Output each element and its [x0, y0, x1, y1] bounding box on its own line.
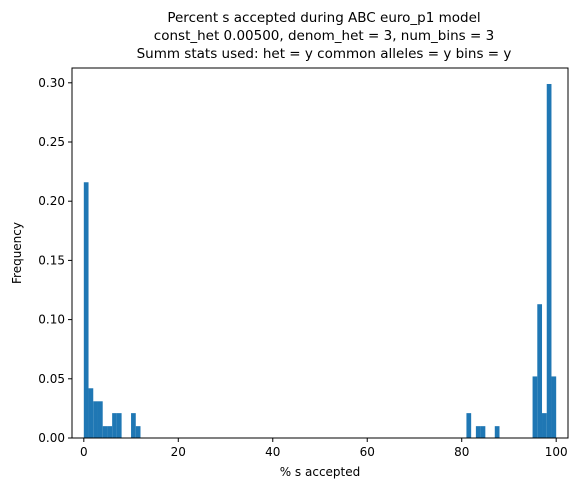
histogram-bar-1 [88, 388, 94, 438]
y-axis-label: Frequency [10, 222, 24, 284]
y-axis: 0.00 0.05 0.10 0.15 0.20 0.25 0.30 [38, 76, 72, 445]
x-tick-label: 40 [265, 445, 280, 459]
histogram-bar-15 [537, 304, 543, 438]
histogram-bar-2 [93, 401, 98, 438]
x-tick-label: 80 [454, 445, 469, 459]
histogram-bar-18 [551, 376, 557, 438]
x-tick-label: 0 [80, 445, 88, 459]
x-tick-label: 100 [545, 445, 568, 459]
histogram-bar-13 [494, 426, 500, 438]
histogram-bar-4 [102, 426, 108, 438]
chart-title: Percent s accepted during ABC euro_p1 mo… [137, 10, 512, 62]
histogram-bar-8 [131, 413, 136, 438]
histogram-bars [83, 83, 557, 438]
y-tick-label: 0.00 [38, 431, 65, 445]
histogram-bar-3 [97, 401, 103, 438]
chart-title-line-1: Percent s accepted during ABC euro_p1 mo… [167, 10, 480, 26]
histogram-bar-12 [480, 426, 486, 438]
histogram-bar-5 [107, 426, 113, 438]
chart-title-line-3: Summ stats used: het = y common alleles … [137, 46, 512, 62]
histogram-bar-14 [532, 376, 538, 438]
y-tick-label: 0.05 [38, 372, 65, 386]
x-tick-label: 60 [360, 445, 375, 459]
histogram-bar-0 [83, 182, 89, 438]
x-axis: 0 20 40 60 80 100 [80, 438, 568, 459]
histogram-bar-17 [546, 83, 552, 438]
y-tick-label: 0.15 [38, 253, 65, 267]
x-axis-label: % s accepted [280, 465, 361, 479]
histogram-bar-6 [112, 413, 117, 438]
y-tick-label: 0.20 [38, 194, 65, 208]
y-tick-label: 0.10 [38, 313, 65, 327]
histogram-bar-10 [466, 413, 472, 438]
histogram-bar-9 [135, 426, 141, 438]
plot-frame [71, 67, 569, 439]
y-tick-label: 0.30 [38, 76, 65, 90]
x-tick-label: 20 [171, 445, 186, 459]
histogram-bar-11 [475, 426, 481, 438]
chart-title-line-2: const_het 0.00500, denom_het = 3, num_bi… [154, 28, 494, 44]
histogram-bar-7 [116, 413, 122, 438]
histogram-bar-16 [542, 413, 547, 438]
y-tick-label: 0.25 [38, 135, 65, 149]
